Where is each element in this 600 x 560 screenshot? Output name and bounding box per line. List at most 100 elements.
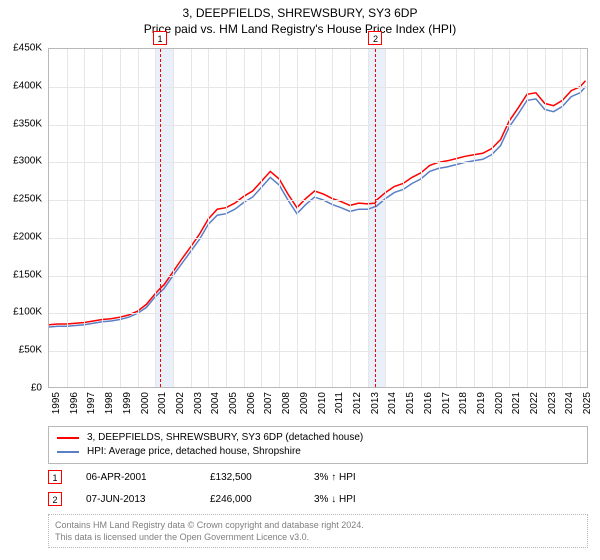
event-price: £132,500 bbox=[210, 472, 290, 483]
x-axis-label: 2001 bbox=[157, 392, 168, 414]
gridline-horizontal bbox=[49, 276, 587, 277]
legend: 3, DEEPFIELDS, SHREWSBURY, SY3 6DP (deta… bbox=[48, 426, 588, 464]
gridline-vertical bbox=[102, 49, 103, 387]
gridline-vertical bbox=[368, 49, 369, 387]
y-axis-label: £300K bbox=[13, 156, 42, 167]
gridline-vertical bbox=[385, 49, 386, 387]
event-row: 2 07-JUN-2013 £246,000 3% ↓ HPI bbox=[48, 488, 588, 510]
gridline-vertical bbox=[403, 49, 404, 387]
x-axis-label: 2007 bbox=[263, 392, 274, 414]
gridline-vertical bbox=[155, 49, 156, 387]
y-axis-label: £350K bbox=[13, 118, 42, 129]
gridline-horizontal bbox=[49, 87, 587, 88]
event-tag: 1 bbox=[48, 470, 62, 484]
y-axis-label: £100K bbox=[13, 307, 42, 318]
series-line-hpi bbox=[49, 87, 586, 327]
event-date: 06-APR-2001 bbox=[86, 472, 186, 483]
gridline-vertical bbox=[439, 49, 440, 387]
chart-subtitle: Price paid vs. HM Land Registry's House … bbox=[0, 20, 600, 36]
gridline-vertical bbox=[244, 49, 245, 387]
plot-region: 12 bbox=[48, 48, 588, 388]
gridline-vertical bbox=[421, 49, 422, 387]
gridline-vertical bbox=[120, 49, 121, 387]
x-axis-label: 1997 bbox=[86, 392, 97, 414]
legend-label: HPI: Average price, detached house, Shro… bbox=[87, 445, 301, 459]
x-axis-label: 2010 bbox=[317, 392, 328, 414]
x-axis-label: 2000 bbox=[140, 392, 151, 414]
event-table: 1 06-APR-2001 £132,500 3% ↑ HPI 2 07-JUN-2013… bbox=[48, 466, 588, 510]
x-axis-label: 2009 bbox=[299, 392, 310, 414]
event-hpi: 3% ↑ HPI bbox=[314, 472, 356, 483]
gridline-vertical bbox=[456, 49, 457, 387]
gridline-horizontal bbox=[49, 200, 587, 201]
x-axis-label: 2020 bbox=[494, 392, 505, 414]
chart-area: 12 £0£50K£100K£150K£200K£250K£300K£350K£… bbox=[48, 48, 588, 388]
gridline-vertical bbox=[562, 49, 563, 387]
marker-tag: 1 bbox=[153, 31, 167, 45]
gridline-horizontal bbox=[49, 313, 587, 314]
gridline-vertical bbox=[297, 49, 298, 387]
x-axis-label: 1996 bbox=[69, 392, 80, 414]
x-axis-label: 2017 bbox=[441, 392, 452, 414]
x-axis-label: 2013 bbox=[370, 392, 381, 414]
gridline-horizontal bbox=[49, 125, 587, 126]
x-axis-label: 1999 bbox=[122, 392, 133, 414]
legend-item: 3, DEEPFIELDS, SHREWSBURY, SY3 6DP (deta… bbox=[57, 431, 579, 445]
chart-title: 3, DEEPFIELDS, SHREWSBURY, SY3 6DP bbox=[0, 0, 600, 20]
footer-line-2: This data is licensed under the Open Gov… bbox=[55, 531, 581, 543]
gridline-vertical bbox=[350, 49, 351, 387]
legend-swatch bbox=[57, 451, 79, 453]
marker-line bbox=[375, 49, 376, 387]
gridline-horizontal bbox=[49, 351, 587, 352]
gridline-vertical bbox=[67, 49, 68, 387]
x-axis-label: 2003 bbox=[193, 392, 204, 414]
x-axis-label: 2021 bbox=[511, 392, 522, 414]
gridline-vertical bbox=[492, 49, 493, 387]
x-axis-label: 2012 bbox=[352, 392, 363, 414]
legend-item: HPI: Average price, detached house, Shro… bbox=[57, 445, 579, 459]
chart-container: 3, DEEPFIELDS, SHREWSBURY, SY3 6DP Price… bbox=[0, 0, 600, 560]
event-tag: 2 bbox=[48, 492, 62, 506]
gridline-vertical bbox=[315, 49, 316, 387]
gridline-vertical bbox=[138, 49, 139, 387]
x-axis-label: 2025 bbox=[582, 392, 593, 414]
x-axis-label: 2004 bbox=[210, 392, 221, 414]
event-date: 07-JUN-2013 bbox=[86, 494, 186, 505]
x-axis-label: 2006 bbox=[246, 392, 257, 414]
x-axis-label: 1995 bbox=[51, 392, 62, 414]
gridline-vertical bbox=[332, 49, 333, 387]
marker-tag: 2 bbox=[368, 31, 382, 45]
y-axis-label: £250K bbox=[13, 194, 42, 205]
x-axis-label: 2022 bbox=[529, 392, 540, 414]
x-axis-label: 2005 bbox=[228, 392, 239, 414]
x-axis-label: 2023 bbox=[547, 392, 558, 414]
event-hpi: 3% ↓ HPI bbox=[314, 494, 356, 505]
gridline-vertical bbox=[208, 49, 209, 387]
x-axis-label: 2015 bbox=[405, 392, 416, 414]
x-axis-label: 1998 bbox=[104, 392, 115, 414]
y-axis-label: £0 bbox=[31, 383, 42, 394]
legend-swatch bbox=[57, 437, 79, 439]
gridline-vertical bbox=[509, 49, 510, 387]
gridline-vertical bbox=[261, 49, 262, 387]
x-axis-label: 2018 bbox=[458, 392, 469, 414]
gridline-vertical bbox=[474, 49, 475, 387]
series-line-property bbox=[49, 81, 586, 325]
gridline-vertical bbox=[84, 49, 85, 387]
event-row: 1 06-APR-2001 £132,500 3% ↑ HPI bbox=[48, 466, 588, 488]
marker-line bbox=[160, 49, 161, 387]
gridline-vertical bbox=[191, 49, 192, 387]
gridline-vertical bbox=[279, 49, 280, 387]
gridline-vertical bbox=[527, 49, 528, 387]
gridline-vertical bbox=[173, 49, 174, 387]
legend-label: 3, DEEPFIELDS, SHREWSBURY, SY3 6DP (deta… bbox=[87, 431, 363, 445]
gridline-horizontal bbox=[49, 238, 587, 239]
event-price: £246,000 bbox=[210, 494, 290, 505]
x-axis-label: 2008 bbox=[281, 392, 292, 414]
x-axis-label: 2016 bbox=[423, 392, 434, 414]
footer-line-1: Contains HM Land Registry data © Crown c… bbox=[55, 519, 581, 531]
gridline-vertical bbox=[226, 49, 227, 387]
x-axis-label: 2019 bbox=[476, 392, 487, 414]
y-axis-label: £50K bbox=[19, 345, 42, 356]
gridline-vertical bbox=[580, 49, 581, 387]
